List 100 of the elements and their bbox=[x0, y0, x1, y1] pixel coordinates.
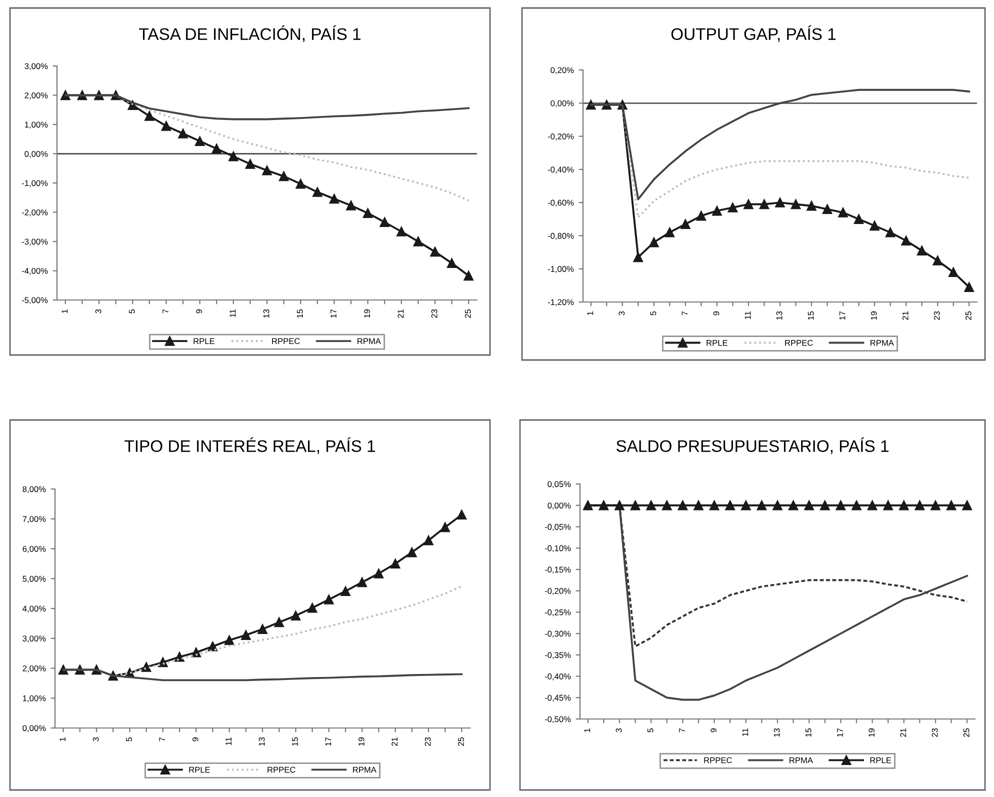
x-tick-label: 15 bbox=[808, 311, 814, 320]
point bbox=[430, 246, 440, 257]
x-tick-label: 5 bbox=[648, 728, 654, 732]
point bbox=[194, 136, 205, 146]
point bbox=[932, 256, 942, 266]
x-tick-label: 9 bbox=[196, 309, 202, 314]
point bbox=[680, 219, 690, 229]
legend-label: RPLE bbox=[194, 338, 214, 344]
x-tick-label: 5 bbox=[129, 309, 135, 314]
point bbox=[374, 568, 384, 578]
point bbox=[885, 228, 896, 238]
y-tick-label: -0,40% bbox=[544, 673, 571, 680]
x-tick-label: 5 bbox=[126, 737, 132, 742]
point bbox=[464, 270, 474, 281]
point bbox=[664, 228, 675, 238]
x-tick-label: 23 bbox=[932, 728, 938, 737]
y-tick-label: -2,00% bbox=[22, 209, 48, 216]
point bbox=[696, 210, 706, 221]
y-tick-label: 3,00% bbox=[22, 636, 46, 642]
x-tick-label: 3 bbox=[616, 728, 622, 732]
point bbox=[245, 159, 256, 169]
legend-label: RPMA bbox=[358, 338, 381, 344]
x-tick-label: 17 bbox=[839, 311, 846, 320]
x-tick-label: 25 bbox=[458, 737, 464, 746]
legend-label: RPPEC bbox=[272, 338, 300, 344]
legend-label: RPLE bbox=[870, 757, 892, 764]
y-tick-label: -0,30% bbox=[544, 630, 571, 638]
x-tick-label: 25 bbox=[965, 311, 972, 320]
point bbox=[178, 128, 188, 138]
y-tick-label: 4,00% bbox=[22, 606, 46, 613]
point bbox=[396, 226, 406, 236]
x-tick-label: 25 bbox=[464, 309, 471, 318]
x-tick-label: 7 bbox=[159, 737, 166, 742]
point bbox=[649, 237, 659, 248]
y-tick-label: -0,10% bbox=[544, 545, 571, 552]
legend-label: RPPEC bbox=[785, 340, 813, 346]
y-tick-label: -0,20% bbox=[544, 588, 571, 595]
point bbox=[744, 199, 754, 210]
point bbox=[144, 111, 154, 121]
y-tick-label: 1,00% bbox=[22, 695, 46, 702]
y-tick-label: -5,00% bbox=[22, 297, 48, 304]
y-tick-label: 2,00% bbox=[22, 665, 46, 672]
legend-label: RPMA bbox=[353, 766, 376, 773]
point bbox=[838, 208, 848, 218]
point bbox=[241, 630, 251, 640]
x-tick-label: 7 bbox=[162, 309, 168, 314]
x-tick-label: 25 bbox=[963, 728, 970, 737]
x-tick-label: 23 bbox=[431, 309, 438, 318]
y-tick-label: -0,40% bbox=[548, 166, 574, 174]
y-tick-label: 0,00% bbox=[22, 725, 46, 732]
x-tick-label: 23 bbox=[424, 737, 431, 746]
x-tick-label: 11 bbox=[226, 737, 232, 746]
y-tick-label: 3,00% bbox=[24, 63, 48, 70]
y-tick-label: 1,00% bbox=[24, 122, 48, 129]
x-tick-label: 17 bbox=[837, 728, 843, 737]
y-tick-label: 7,00% bbox=[22, 516, 46, 523]
point bbox=[407, 547, 417, 558]
y-tick-label: -0,25% bbox=[544, 609, 571, 616]
point bbox=[212, 144, 222, 154]
point bbox=[340, 586, 350, 596]
y-tick-label: -1,20% bbox=[548, 299, 574, 306]
x-tick-label: 9 bbox=[710, 728, 717, 732]
y-tick-label: 0,00% bbox=[548, 502, 571, 510]
chart-title: SALDO PRESUPUESTARIO, PAÍS 1 bbox=[616, 437, 888, 454]
x-tick-label: 7 bbox=[679, 728, 685, 732]
x-tick-label: 13 bbox=[774, 728, 780, 737]
y-tick-label: 6,00% bbox=[22, 546, 46, 553]
point bbox=[728, 202, 738, 212]
x-tick-label: 19 bbox=[868, 728, 875, 737]
x-tick-label: 13 bbox=[776, 311, 782, 320]
legend-label: RPMA bbox=[870, 340, 894, 346]
x-tick-label: 15 bbox=[297, 309, 303, 318]
legend-label: RPLE bbox=[189, 766, 210, 773]
point bbox=[324, 594, 334, 604]
point bbox=[307, 603, 318, 613]
chart-title: TASA DE INFLACIÓN, PAÍS 1 bbox=[139, 25, 360, 42]
x-tick-label: 3 bbox=[92, 737, 99, 742]
point bbox=[161, 121, 172, 131]
y-tick-label: -1,00% bbox=[548, 266, 574, 273]
point bbox=[274, 617, 284, 628]
y-tick-label: -4,00% bbox=[22, 268, 48, 275]
point bbox=[870, 220, 880, 231]
y-tick-label: 8,00% bbox=[22, 486, 46, 494]
point bbox=[424, 536, 434, 546]
x-tick-label: 9 bbox=[713, 311, 720, 316]
x-tick-label: 23 bbox=[934, 311, 940, 320]
point bbox=[228, 152, 238, 162]
x-tick-label: 19 bbox=[870, 311, 877, 320]
point bbox=[413, 236, 424, 246]
y-tick-label: -0,35% bbox=[544, 652, 571, 659]
x-tick-label: 19 bbox=[364, 309, 370, 318]
point bbox=[296, 179, 306, 189]
x-tick-label: 11 bbox=[744, 311, 751, 320]
y-tick-label: 0,05% bbox=[548, 481, 571, 488]
point bbox=[790, 199, 801, 210]
point bbox=[329, 194, 340, 204]
point bbox=[290, 610, 301, 621]
y-tick-label: 0,20% bbox=[550, 67, 574, 74]
x-tick-label: 3 bbox=[95, 309, 102, 314]
x-tick-label: 9 bbox=[192, 737, 198, 742]
